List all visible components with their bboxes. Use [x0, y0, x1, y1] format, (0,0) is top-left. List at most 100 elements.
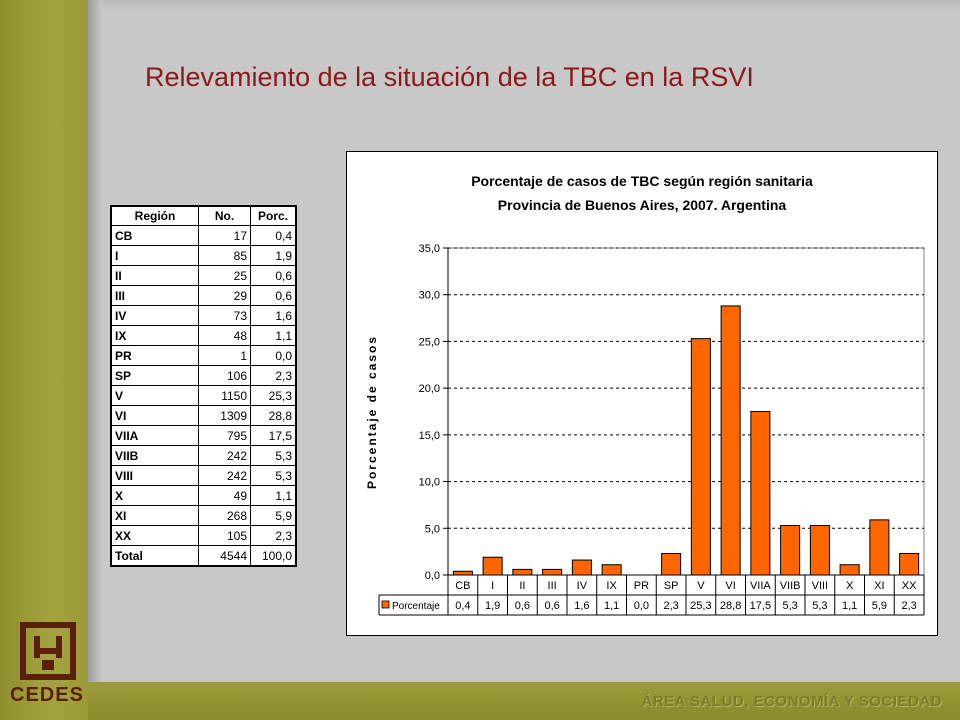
cell-percent: 1,1 — [250, 485, 297, 506]
cell-region: VIIA — [110, 425, 199, 446]
data-label: 1,6 — [574, 600, 589, 612]
bar-X — [839, 564, 860, 576]
x-tick-label: IV — [577, 580, 588, 592]
cell-percent: 5,9 — [250, 505, 297, 526]
cell-percent: 1,9 — [250, 245, 297, 266]
cell-number: 85 — [198, 245, 251, 266]
data-label: 0,6 — [515, 600, 530, 612]
data-label: 0,6 — [544, 600, 559, 612]
cell-number: 1 — [198, 345, 251, 366]
x-tick-label: XX — [902, 580, 917, 592]
table-row: Total 4544 100,0 — [110, 545, 297, 567]
data-label: 28,8 — [720, 600, 741, 612]
bar-II — [512, 568, 533, 576]
y-tick-label: 25,0 — [419, 336, 440, 348]
table-row: X 49 1,1 — [110, 485, 297, 506]
table-row: II 25 0,6 — [110, 265, 297, 286]
x-tick-label: I — [491, 580, 494, 592]
cell-region: II — [110, 265, 199, 286]
table-row: VI 1309 28,8 — [110, 405, 297, 426]
top-band — [88, 0, 960, 10]
left-shadow — [88, 0, 102, 720]
x-tick-label: PR — [634, 580, 649, 592]
table-row: SP 106 2,3 — [110, 365, 297, 386]
region-table: Región No. Porc. CB 17 0,4 I 85 1,9 II 25 0,6 III… — [110, 205, 297, 567]
legend-label: Porcentaje — [392, 601, 440, 612]
table-row: IX 48 1,1 — [110, 325, 297, 346]
cell-percent: 0,6 — [250, 285, 297, 306]
y-tick-label: 30,0 — [419, 290, 440, 302]
data-label: 5,3 — [812, 600, 827, 612]
table-body: CB 17 0,4 I 85 1,9 II 25 0,6 III 29 0,6 IV 73 1,6 IX 48 1… — [110, 225, 297, 567]
bottom-band — [88, 682, 960, 720]
x-tick-label: II — [519, 580, 525, 592]
bar-IV — [571, 559, 592, 576]
data-label: 1,9 — [485, 600, 500, 612]
data-label: 0,4 — [455, 600, 470, 612]
slide-title: Relevamiento de la situación de la TBC e… — [145, 62, 754, 92]
x-tick-label: VI — [725, 580, 735, 592]
footer-text: ÁREA SALUD, ECONOMÍA Y SOCIEDAD — [641, 693, 942, 710]
x-tick-label: XI — [874, 580, 884, 592]
bar-XI — [869, 519, 890, 576]
bar-VI — [720, 305, 741, 576]
cell-region: Total — [110, 545, 199, 567]
table-row: XX 105 2,3 — [110, 525, 297, 546]
cell-number: 48 — [198, 325, 251, 346]
bar-CB — [452, 570, 473, 576]
cell-number: 17 — [198, 225, 251, 246]
cell-region: CB — [110, 225, 199, 246]
header-number: No. — [198, 205, 251, 226]
cell-number: 29 — [198, 285, 251, 306]
x-tick-label: CB — [455, 580, 470, 592]
cell-number: 795 — [198, 425, 251, 446]
bar-V — [690, 338, 711, 576]
y-axis-label: Porcentaje de casos — [365, 335, 379, 489]
cell-region: IX — [110, 325, 199, 346]
cell-region: VI — [110, 405, 199, 426]
cell-number: 73 — [198, 305, 251, 326]
y-tick-label: 5,0 — [425, 523, 440, 535]
table-header-row: Región No. Porc. — [110, 205, 297, 226]
chart-subtitle: Provincia de Buenos Aires, 2007. Argenti… — [498, 197, 787, 213]
table-row: IV 73 1,6 — [110, 305, 297, 326]
x-tick-label: IX — [606, 580, 617, 592]
cell-number: 4544 — [198, 545, 251, 567]
cell-percent: 17,5 — [250, 425, 297, 446]
legend-swatch — [381, 600, 390, 609]
cell-number: 1150 — [198, 385, 251, 406]
chart-bars — [452, 305, 920, 576]
cell-region: PR — [110, 345, 199, 366]
bar-XX — [899, 553, 920, 576]
cell-region: IV — [110, 305, 199, 326]
cell-number: 1309 — [198, 405, 251, 426]
header-percent: Porc. — [250, 205, 297, 226]
y-tick-label: 10,0 — [419, 477, 440, 489]
cell-percent: 100,0 — [250, 545, 297, 567]
cell-percent: 5,3 — [250, 465, 297, 486]
y-tick-label: 35,0 — [419, 243, 440, 255]
table-row: VIII 242 5,3 — [110, 465, 297, 486]
data-label: 2,3 — [901, 600, 916, 612]
cell-number: 25 — [198, 265, 251, 286]
cell-region: III — [110, 285, 199, 306]
cell-percent: 1,6 — [250, 305, 297, 326]
cell-region: SP — [110, 365, 199, 386]
cell-region: XX — [110, 525, 199, 546]
cell-percent: 28,8 — [250, 405, 297, 426]
table-row: I 85 1,9 — [110, 245, 297, 266]
cell-percent: 0,6 — [250, 265, 297, 286]
logo-text: CEDES — [10, 684, 84, 706]
data-label: 25,3 — [690, 600, 711, 612]
plot-area — [447, 247, 925, 576]
chart-frame: Porcentaje de casos de TBC según región … — [346, 151, 938, 636]
cell-percent: 2,3 — [250, 365, 297, 386]
bar-I — [482, 556, 503, 576]
x-tick-label: VIII — [812, 580, 829, 592]
data-label: 17,5 — [750, 600, 771, 612]
bar-SP — [661, 553, 682, 576]
x-tick-label: VIIA — [750, 580, 771, 592]
left-band — [0, 0, 88, 720]
cell-region: I — [110, 245, 199, 266]
y-tick-label: 0,0 — [425, 570, 440, 582]
